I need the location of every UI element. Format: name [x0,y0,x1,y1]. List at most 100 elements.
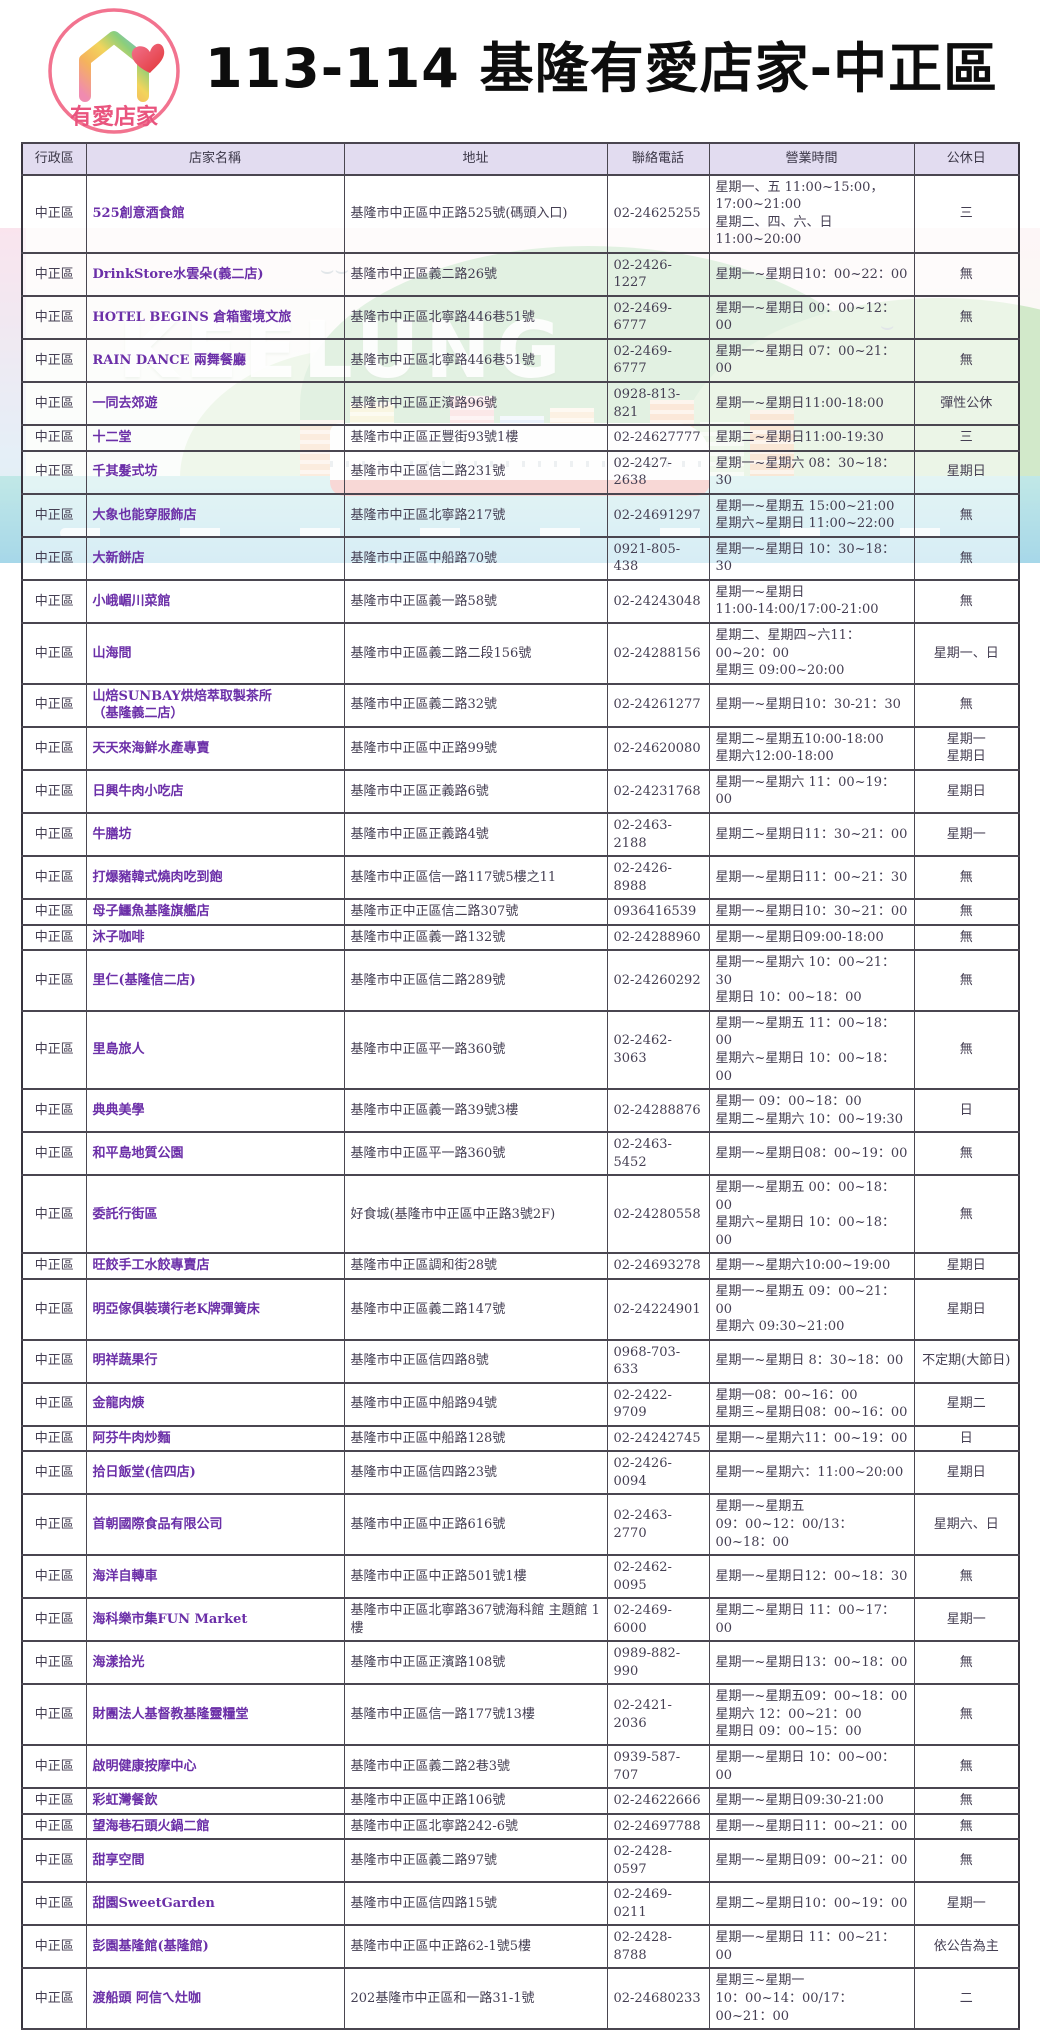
cell-address: 基隆市中正區平一路360號 [343,1131,608,1177]
table-row: 中正區 甜享空間 基隆市中正區義二路97號 02-2428-0597 星期一~星期日09… [21,1838,1020,1884]
cell-district: 中正區 [21,1424,87,1453]
cell-store-name: 里島旅人 [85,1009,345,1091]
cell-phone: 02-2426-0094 [606,1450,710,1496]
cell-store-name: 大象也能穿服飾店 [85,492,345,538]
table-row: 中正區 大新餅店 基隆市中正區中船路70號 0921-805-438 星期一~星期日 1… [21,535,1020,581]
cell-closed-day: 星期一 [913,1597,1020,1643]
table-row: 中正區 525創意酒食館 基隆市中正區中正路525號(碼頭入口) 02-2462525… [21,173,1020,254]
cell-district: 中正區 [21,725,87,771]
table-row: 中正區 首朝國際食品有限公司 基隆市中正區中正路616號 02-2463-2770 星期… [21,1493,1020,1557]
cell-phone: 02-24242745 [606,1424,710,1453]
cell-hours: 星期一~星期六 11：00~19：00 [708,768,915,814]
cell-store-name: 拾日飯堂(信四店) [85,1450,345,1496]
cell-phone: 0936416539 [606,898,710,926]
cell-store-name: 渡船頭 阿信ㄟ灶咖 [85,1967,345,2030]
cell-address: 基隆市中正區中正路525號(碼頭入口) [343,173,608,254]
cell-district: 中正區 [21,381,87,427]
cell-store-name: 首朝國際食品有限公司 [85,1493,345,1557]
cell-address: 基隆市中正區北寧路446巷51號 [343,294,608,340]
cell-address: 基隆市中正區北寧路242-6號 [343,1812,608,1841]
cell-store-name: 甜享空間 [85,1838,345,1884]
table-row: 中正區 里仁(基隆信二店) 基隆市中正區信二路289號 02-24260292 星期一~… [21,949,1020,1012]
cell-store-name: 十二堂 [85,424,345,452]
cell-address: 基隆市正中正區信二路307號 [343,898,608,926]
cell-address: 基隆市中正區正義路4號 [343,811,608,858]
cell-district: 中正區 [21,294,87,340]
cell-hours: 星期一~星期日10：30-21：30 [708,682,915,728]
cell-district: 中正區 [21,949,87,1012]
cell-closed-day: 無 [913,1787,1020,1815]
cell-phone: 02-2422-9709 [606,1381,710,1427]
cell-closed-day: 日 [913,1088,1020,1134]
table-row: 中正區 明亞傢俱裝璜行老K牌彈簧床 基隆市中正區義二路147號 02-24224901… [21,1277,1020,1341]
cell-phone: 02-24693278 [606,1252,710,1280]
cell-phone: 02-24261277 [606,682,710,728]
cell-hours: 星期一~星期五09：00~18：00 星期六 12：00~21：00 星期日 0… [708,1683,915,1747]
cell-phone: 02-24224901 [606,1277,710,1341]
cell-district: 中正區 [21,768,87,814]
cell-address: 基隆市中正區正義路6號 [343,768,608,814]
header-closed-day: 公休日 [913,142,1020,176]
cell-hours: 星期一~星期日10：00~22：00 [708,251,915,297]
cell-address: 好食城(基隆市中正區中正路3號2F) [343,1174,608,1255]
cell-phone: 02-2426-8988 [606,855,710,901]
table-row: 中正區 委託行街區 好食城(基隆市中正區中正路3號2F) 02-24280558 星期一… [21,1174,1020,1255]
header-district: 行政區 [21,142,87,176]
cell-phone: 02-2469-6777 [606,294,710,340]
cell-closed-day: 二 [913,1967,1020,2030]
table-row: 中正區 小峨嵋川菜館 基隆市中正區義一路58號 02-24243048 星期一~星期日 … [21,578,1020,625]
cell-store-name: 委託行街區 [85,1174,345,1255]
cell-store-name: 海漾拾光 [85,1640,345,1686]
cell-phone: 02-2428-8788 [606,1924,710,1970]
table-row: 中正區 DrinkStore水雲朵(義二店) 基隆市中正區義二路26號 02-2426… [21,251,1020,297]
cell-district: 中正區 [21,1838,87,1884]
cell-store-name: 小峨嵋川菜館 [85,578,345,625]
cell-store-name: 甜園SweetGarden [85,1881,345,1927]
cell-address: 基隆市中正區義二路147號 [343,1277,608,1341]
cell-hours: 星期一~星期日 11:00-14:00/17:00-21:00 [708,578,915,625]
cell-address: 基隆市中正區義二路32號 [343,682,608,728]
cell-hours: 星期一~星期五 09：00~21：00 星期六 09:30~21:00 [708,1277,915,1341]
cell-phone: 02-2426-1227 [606,251,710,297]
cell-closed-day: 無 [913,923,1020,952]
cell-hours: 星期一08：00~16：00 星期三~星期日08：00~16：00 [708,1381,915,1427]
cell-phone: 0989-882-990 [606,1640,710,1686]
cell-store-name: 山海間 [85,622,345,685]
cell-address: 基隆市中正區義二路2巷3號 [343,1744,608,1790]
cell-closed-day: 不定期(大節日) [913,1338,1020,1384]
table-row: 中正區 里島旅人 基隆市中正區平一路360號 02-2462-3063 星期一~星期五 … [21,1009,1020,1091]
cell-hours: 星期一~星期日 10：30~18：30 [708,535,915,581]
cell-district: 中正區 [21,1812,87,1841]
cell-closed-day: 無 [913,1744,1020,1790]
cell-phone: 02-24627777 [606,424,710,452]
cell-store-name: 阿芬牛肉炒麵 [85,1424,345,1453]
cell-closed-day: 星期一、日 [913,622,1020,685]
cell-district: 中正區 [21,1683,87,1747]
header-phone: 聯絡電話 [606,142,710,176]
cell-store-name: 旺餃手工水餃專賣店 [85,1252,345,1280]
cell-hours: 星期一~星期日11：00~21：00 [708,1812,915,1841]
cell-store-name: 母子鱷魚基隆旗艦店 [85,898,345,926]
cell-district: 中正區 [21,1924,87,1970]
table-row: 中正區 一同去郊遊 基隆市中正區正濱路96號 0928-813-821 星期一~星期日1… [21,381,1020,427]
cell-district: 中正區 [21,622,87,685]
page-header: 有愛店家 113-114 基隆有愛店家-中正區 [0,0,1040,142]
cell-district: 中正區 [21,898,87,926]
cell-phone: 02-2463-2770 [606,1493,710,1557]
cell-hours: 星期一~星期六 08：30~18：30 [708,449,915,495]
cell-address: 202基隆市中正區和一路31-1號 [343,1967,608,2030]
cell-address: 基隆市中正區信四路15號 [343,1881,608,1927]
cell-closed-day: 無 [913,682,1020,728]
cell-phone: 02-24622666 [606,1787,710,1815]
cell-hours: 星期二~星期日11:00-19:30 [708,424,915,452]
cell-hours: 星期一~星期日 8：30~18：00 [708,1338,915,1384]
cell-closed-day: 無 [913,535,1020,581]
cell-store-name: DrinkStore水雲朵(義二店) [85,251,345,297]
cell-closed-day: 無 [913,1174,1020,1255]
cell-district: 中正區 [21,424,87,452]
cell-phone: 02-2462-0095 [606,1554,710,1600]
cell-district: 中正區 [21,492,87,538]
table-row: 中正區 天天來海鮮水產專賣 基隆市中正區中正路99號 02-24620080 星期二~星… [21,725,1020,771]
table-row: 中正區 甜園SweetGarden 基隆市中正區信四路15號 02-2469-0211… [21,1881,1020,1927]
cell-hours: 星期一~星期六11：00~19：00 [708,1424,915,1453]
